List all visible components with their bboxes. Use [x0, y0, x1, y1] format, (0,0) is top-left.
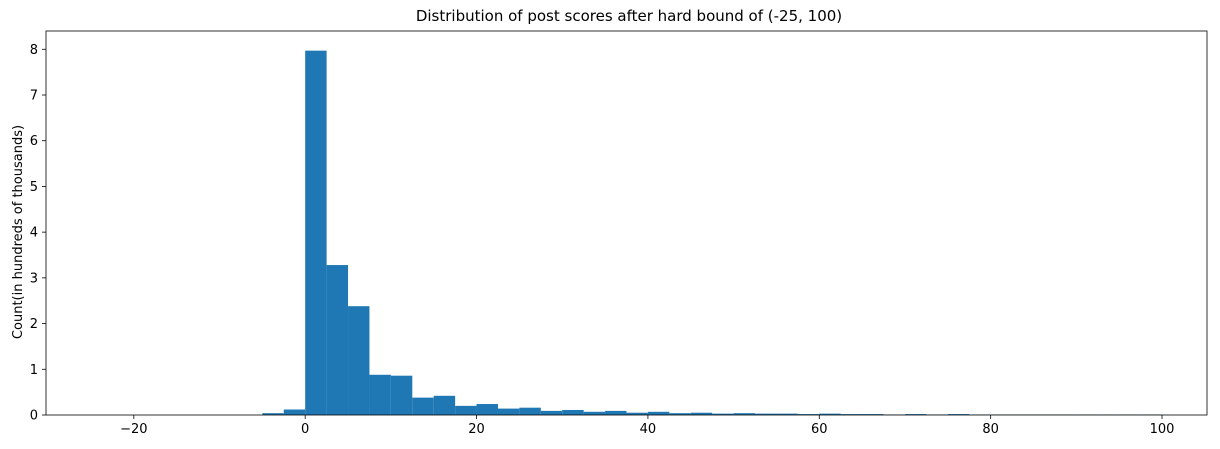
histogram-bar — [390, 375, 413, 415]
y-tick-label: 5 — [30, 180, 38, 195]
y-tick-label: 4 — [30, 226, 38, 241]
plot-area — [46, 31, 1207, 415]
histogram-bar — [669, 413, 691, 415]
y-tick-label: 2 — [30, 317, 38, 332]
histogram-bar — [733, 413, 756, 415]
x-tick-label: 100 — [1150, 422, 1175, 437]
histogram-bar — [797, 414, 820, 415]
axes-frame — [45, 30, 1208, 416]
x-tick-label: 40 — [640, 422, 657, 437]
histogram-bar — [755, 413, 777, 415]
histogram-bar — [305, 50, 327, 416]
histogram-bar — [647, 411, 670, 415]
y-tick-label: 6 — [30, 134, 38, 149]
histogram-bar — [262, 413, 284, 415]
chart-title: Distribution of post scores after hard b… — [416, 7, 842, 25]
x-tick-label: −20 — [120, 422, 147, 437]
histogram-bar — [583, 411, 606, 415]
histogram-bar — [283, 409, 306, 415]
y-tick-label: 0 — [30, 409, 38, 424]
y-tick-label: 7 — [30, 89, 38, 104]
histogram-bar — [433, 395, 456, 415]
histogram-bar — [840, 414, 863, 415]
histogram-bar — [626, 412, 648, 415]
x-tick-label: 20 — [468, 422, 485, 437]
histogram-bar — [326, 265, 349, 415]
y-axis-ticks: 0 1 2 3 4 5 6 7 8 — [30, 43, 46, 424]
histogram-bar — [562, 409, 584, 415]
histogram-bar — [369, 374, 391, 415]
y-axis-label: Count(in hundreds of thousands) — [11, 125, 26, 339]
histogram-bar — [540, 410, 563, 415]
histogram-bar — [947, 414, 970, 415]
histogram-bar — [904, 414, 927, 415]
y-tick-label: 3 — [30, 271, 38, 286]
histogram-bar — [776, 413, 798, 415]
histogram-bar — [519, 407, 541, 415]
histogram-bar — [412, 397, 434, 415]
plot-background — [46, 31, 1207, 415]
y-tick-label: 8 — [30, 43, 38, 58]
histogram-bar — [348, 306, 370, 415]
histogram-bar — [862, 414, 884, 415]
x-axis-ticks: −20 0 20 40 60 80 100 — [120, 415, 1174, 437]
histogram-bar — [712, 413, 734, 415]
histogram-bar — [605, 410, 627, 415]
histogram-bar — [497, 408, 520, 415]
histogram-bar — [476, 404, 498, 415]
histogram-bar — [690, 412, 713, 415]
histogram-bar — [455, 405, 477, 415]
x-tick-label: 0 — [301, 422, 309, 437]
x-tick-label: 80 — [982, 422, 999, 437]
y-tick-label: 1 — [30, 363, 38, 378]
histogram-bar — [819, 413, 841, 415]
x-tick-label: 60 — [811, 422, 828, 437]
axes-spines — [45, 30, 1208, 416]
